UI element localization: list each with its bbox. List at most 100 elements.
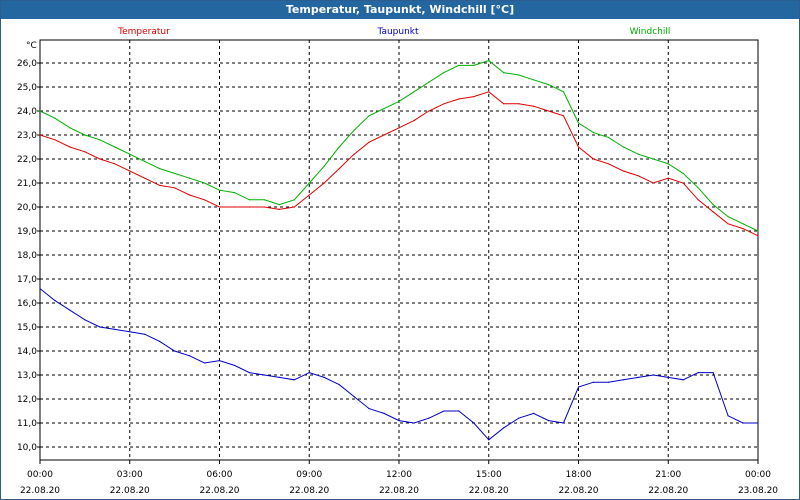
data-point-temperatur [503,103,505,105]
data-point-taupunkt [697,372,699,374]
data-point-temperatur [562,115,565,117]
data-point-windchill [652,158,654,160]
data-point-windchill [742,223,744,225]
data-point-windchill [562,91,565,93]
data-point-taupunkt [488,439,490,441]
x-tick-date-label: 22.08.20 [20,486,60,496]
data-point-windchill [263,199,265,201]
data-point-taupunkt [667,376,669,378]
data-point-windchill [99,139,101,141]
data-point-temperatur [473,96,475,98]
data-point-temperatur [712,211,714,213]
data-point-windchill [203,182,206,184]
data-point-taupunkt [607,381,610,383]
data-point-taupunkt [712,372,714,374]
x-tick-date-label: 22.08.20 [110,486,150,496]
data-point-taupunkt [353,396,355,398]
data-point-windchill [84,134,86,136]
data-point-taupunkt [293,379,295,381]
data-point-windchill [592,132,595,134]
data-point-windchill [114,146,116,148]
data-point-taupunkt [218,360,221,362]
x-tick-time-label: 18:00 [566,470,592,480]
x-tick-time-label: 06:00 [207,470,233,480]
y-axis-label: °C [26,41,37,51]
x-tick-time-label: 00:00 [745,470,771,480]
data-point-temperatur [323,182,325,184]
data-point-windchill [159,168,161,170]
x-tick-time-label: 03:00 [117,470,143,480]
data-point-windchill [188,177,191,179]
data-point-taupunkt [592,381,595,383]
data-point-windchill [458,64,460,66]
data-point-windchill [278,204,280,206]
data-point-temperatur [592,158,595,160]
x-tick-date-label: 22.08.20 [558,486,598,496]
data-point-taupunkt [547,420,550,422]
data-point-windchill [488,60,490,62]
data-point-windchill [383,108,385,110]
data-point-taupunkt [652,374,654,376]
data-point-temperatur [338,168,340,170]
data-point-windchill [338,146,340,148]
data-point-windchill [533,79,535,81]
data-point-windchill [129,153,131,155]
x-tick-time-label: 12:00 [386,470,412,480]
data-point-temperatur [54,139,56,141]
data-point-taupunkt [622,379,624,381]
data-point-windchill [293,199,295,201]
data-point-windchill [218,189,221,191]
y-tick-label: 18,0 [17,251,37,261]
data-point-temperatur [622,170,624,172]
data-point-windchill [637,153,639,155]
data-point-windchill [413,91,415,93]
x-tick-date-label: 23.08.20 [738,486,778,496]
data-point-temperatur [682,182,684,184]
data-point-windchill [443,72,445,74]
data-point-windchill [697,187,699,189]
data-point-windchill [757,230,759,232]
data-point-temperatur [144,177,146,179]
data-point-taupunkt [637,376,639,378]
data-point-temperatur [174,187,176,189]
data-point-temperatur [218,206,221,208]
data-point-temperatur [742,228,744,230]
y-tick-label: 23,0 [17,131,37,141]
data-point-windchill [144,160,146,162]
data-point-windchill [69,127,71,129]
data-point-taupunkt [398,420,400,422]
data-point-taupunkt [114,328,116,330]
legend-item-taupunkt: Taupunkt [376,27,419,37]
data-point-windchill [39,110,41,112]
data-point-temperatur [667,177,669,179]
data-point-taupunkt [308,372,310,374]
x-tick-date-label: 22.08.20 [199,486,239,496]
data-point-taupunkt [473,422,475,424]
data-point-temperatur [248,206,251,208]
legend-item-windchill: Windchill [630,27,671,37]
data-point-windchill [518,74,520,76]
data-point-temperatur [607,163,610,165]
data-point-temperatur [533,105,535,107]
data-point-windchill [248,199,251,201]
data-point-temperatur [203,199,206,201]
data-point-windchill [607,136,610,138]
data-point-temperatur [547,110,550,112]
data-point-taupunkt [682,379,684,381]
data-point-taupunkt [233,364,236,366]
data-point-temperatur [398,127,400,129]
data-point-temperatur [443,103,445,105]
data-point-temperatur [293,206,295,208]
data-point-temperatur [129,170,131,172]
data-point-temperatur [114,163,116,165]
data-point-taupunkt [428,417,430,419]
y-tick-label: 22,0 [17,155,37,165]
data-point-taupunkt [144,333,146,335]
data-point-temperatur [233,206,236,208]
data-point-temperatur [159,184,161,186]
y-tick-label: 16,0 [17,299,37,309]
data-point-temperatur [697,199,699,201]
data-point-taupunkt [129,331,131,333]
